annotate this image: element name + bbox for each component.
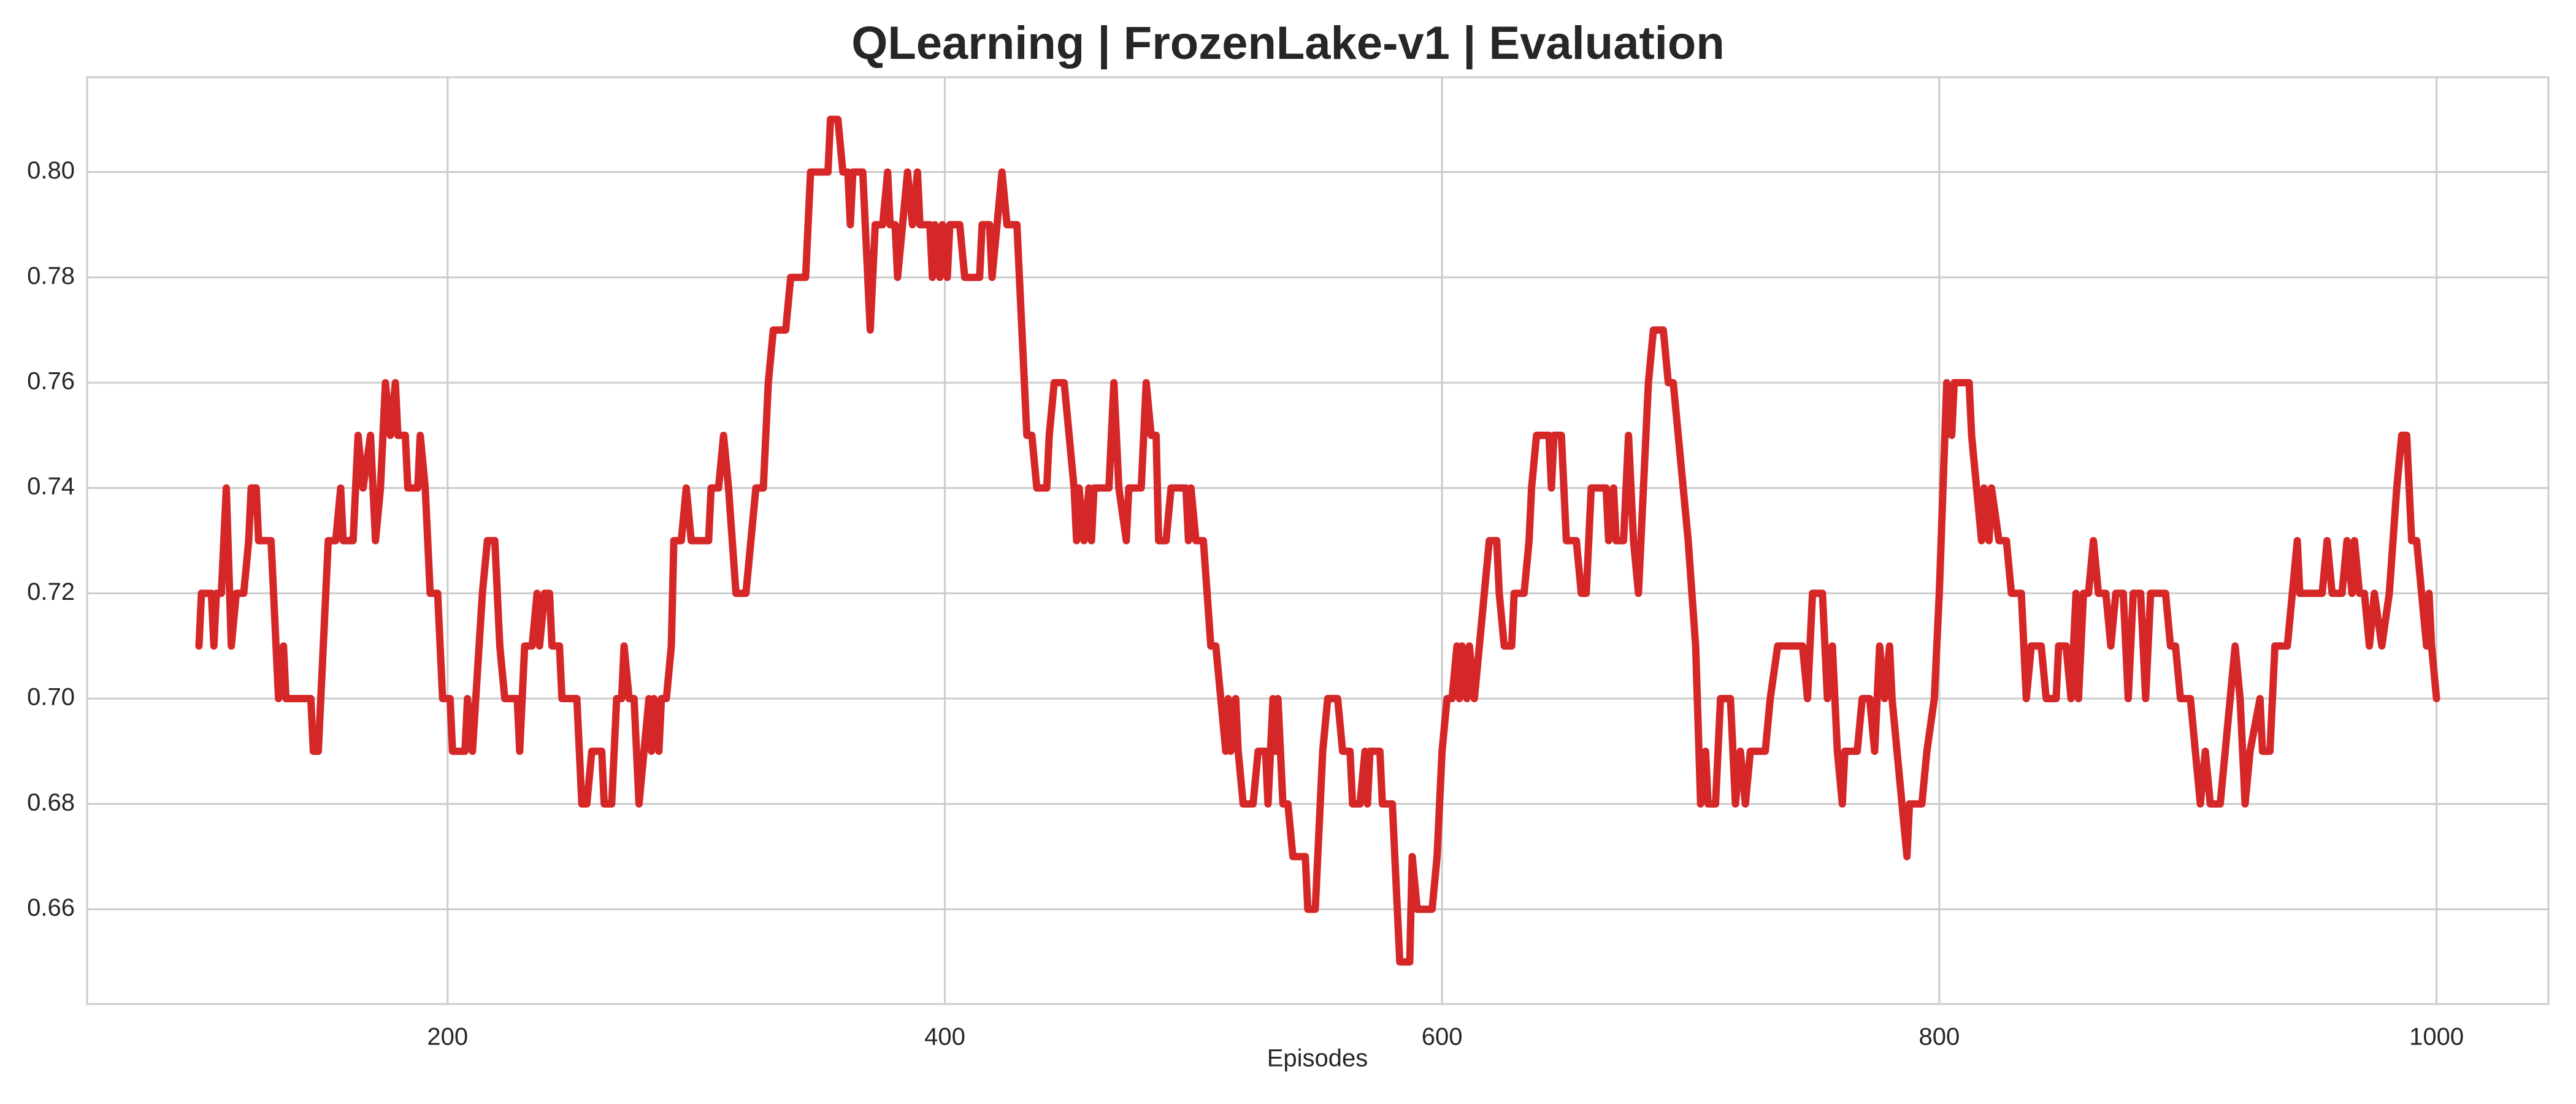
x-tick-label: 1000: [2409, 1024, 2464, 1051]
y-tick-label: 0.70: [27, 684, 75, 711]
y-tick-label: 0.66: [27, 894, 75, 921]
chart-title: QLearning | FrozenLake-v1 | Evaluation: [851, 17, 1725, 70]
x-tick-label: 400: [924, 1024, 965, 1051]
y-tick-label: 0.78: [27, 263, 75, 289]
x-tick-label: 200: [427, 1024, 468, 1051]
y-tick-label: 0.76: [27, 368, 75, 395]
plot-frame: [86, 76, 2550, 1005]
x-tick-label: 600: [1422, 1024, 1463, 1051]
series-line: [195, 115, 2440, 966]
y-tick-label: 0.74: [27, 473, 75, 500]
tick-labels: 0.66 0.68 0.70 0.72 0.74 0.76 0.78 0.80 200 400 60…: [27, 157, 2464, 1050]
x-axis-label: Episodes: [1267, 1045, 1368, 1072]
y-tick-label: 0.80: [27, 157, 75, 184]
x-tick-label: 800: [1919, 1024, 1960, 1051]
plot-area: [195, 115, 2440, 966]
grid: [87, 77, 2548, 1004]
y-tick-label: 0.72: [27, 578, 75, 605]
y-tick-label: 0.68: [27, 789, 75, 816]
